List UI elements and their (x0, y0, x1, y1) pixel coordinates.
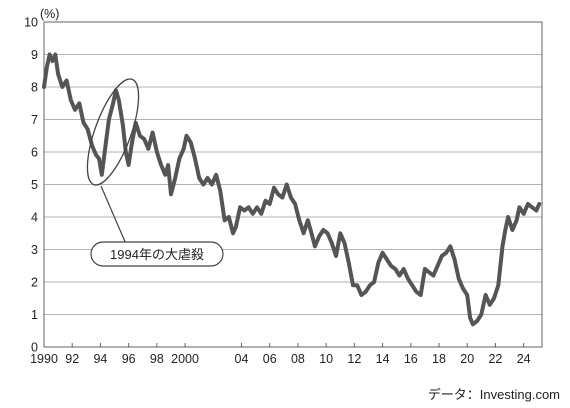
y-tick-label: 8 (31, 81, 38, 95)
y-axis-ticks: 0 1 2 3 4 5 6 7 8 9 10 (24, 16, 38, 355)
annotation-box (90, 241, 224, 267)
source-note: データ：Investing.com (428, 387, 560, 402)
x-axis-ticks: 1990 92 94 96 98 2000 04 06 08 10 12 14 16 18 20 22 24 (30, 343, 531, 366)
y-tick-label: 7 (31, 113, 38, 127)
annotation-label: 1994年の大虐殺 (110, 247, 204, 262)
x-tick-label: 98 (150, 352, 164, 366)
plot-frame (43, 21, 543, 348)
x-tick-label: 22 (488, 352, 502, 366)
x-tick-label: 96 (122, 352, 136, 366)
x-tick-label: 92 (65, 352, 79, 366)
annotation-ellipse (86, 78, 140, 186)
y-tick-label: 0 (31, 341, 38, 355)
x-tick-label: 20 (460, 352, 474, 366)
y-tick-label: 6 (31, 146, 38, 160)
x-tick-label: 06 (263, 352, 277, 366)
x-tick-label: 04 (235, 352, 249, 366)
y-tick-label: 3 (31, 243, 38, 257)
y-unit-label: (%) (40, 7, 59, 21)
x-tick-label: 24 (517, 352, 531, 366)
x-tick-label: 16 (404, 352, 418, 366)
x-tick-label: 14 (376, 352, 390, 366)
x-tick-label: 2000 (171, 352, 199, 366)
x-tick-label: 12 (347, 352, 361, 366)
x-tick-label: 08 (291, 352, 305, 366)
x-tick-label: 10 (319, 352, 333, 366)
y-tick-label: 10 (24, 16, 38, 30)
series-line (42, 52, 542, 327)
y-tick-label: 5 (31, 178, 38, 192)
y-tick-label: 9 (31, 48, 38, 62)
y-tick-label: 4 (31, 211, 38, 225)
x-tick-label: 1990 (30, 352, 58, 366)
x-tick-label: 94 (93, 352, 107, 366)
y-tick-label: 1 (31, 308, 38, 322)
y-tick-label: 2 (31, 276, 38, 290)
x-tick-label: 18 (432, 352, 446, 366)
annotation-leader-line (100, 185, 127, 245)
